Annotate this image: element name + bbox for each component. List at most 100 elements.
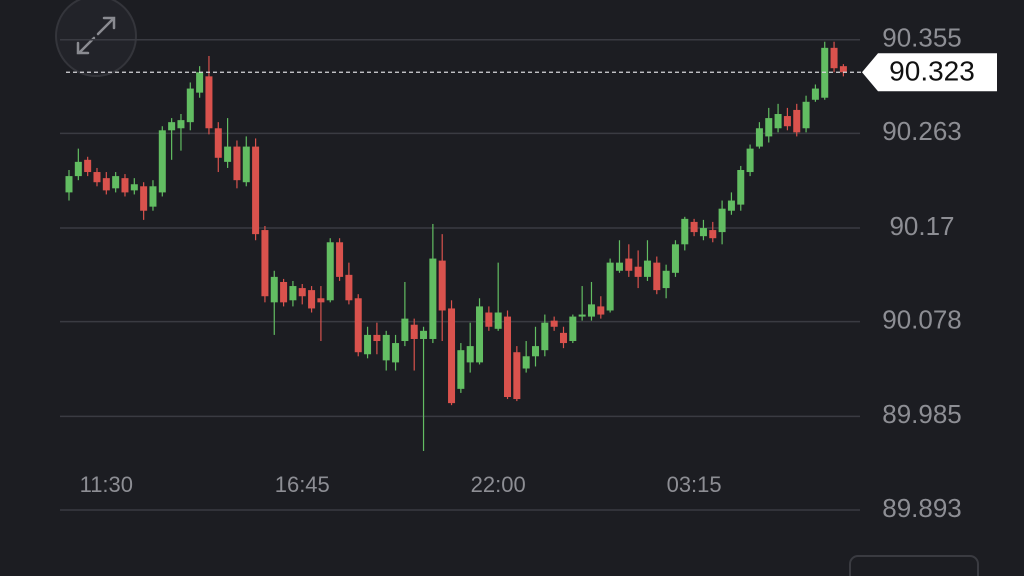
candle-body <box>261 230 269 297</box>
candle-body <box>177 120 185 129</box>
candle-body <box>438 260 446 311</box>
candle-body <box>634 266 642 277</box>
grid <box>60 38 860 511</box>
candle-body <box>420 330 428 339</box>
candle-body <box>597 306 605 315</box>
candle-body <box>830 47 838 69</box>
candle-body <box>130 184 138 191</box>
candle-body <box>149 186 157 207</box>
candle-body <box>485 312 493 327</box>
candle-body <box>112 176 120 189</box>
last-price-box <box>862 53 997 92</box>
candle-body <box>625 258 633 271</box>
candle-body <box>681 218 689 245</box>
candle-body <box>429 258 437 339</box>
candle-body <box>569 316 577 342</box>
candle-body <box>354 298 362 353</box>
candle-body <box>186 88 194 123</box>
candle-body <box>765 118 773 137</box>
y-tick-label: 90.078 <box>882 305 962 335</box>
candle-body <box>448 308 456 404</box>
candle-body <box>699 228 707 237</box>
candle-body <box>298 288 306 297</box>
candle-body <box>233 146 241 181</box>
candle-body <box>839 66 847 73</box>
x-tick-label: 03:15 <box>667 472 722 497</box>
candle-body <box>653 262 661 291</box>
candle-body <box>476 306 484 363</box>
candle-body <box>793 109 801 133</box>
candle-body <box>466 346 474 363</box>
candle-body <box>214 128 222 158</box>
candle-body <box>308 290 316 309</box>
candle-body <box>513 352 521 400</box>
candle-body <box>522 356 530 369</box>
y-tick-label: 89.893 <box>882 493 962 523</box>
candle-body <box>615 262 623 271</box>
candle-body <box>690 221 698 233</box>
candle-body <box>550 320 558 327</box>
candle-body <box>774 114 782 129</box>
candle-body <box>289 286 297 301</box>
candle-body <box>559 332 567 344</box>
bottom-button[interactable] <box>849 555 979 576</box>
candle-body <box>587 304 595 317</box>
expand-button[interactable] <box>55 0 137 77</box>
axis-labels: 90.355 90.263 90.17 90.078 89.985 89.893 11:30… <box>80 23 997 523</box>
candle-body <box>84 159 92 173</box>
candle-body <box>709 230 717 239</box>
candle-body <box>671 244 679 273</box>
candle-body <box>280 281 288 303</box>
candle-body <box>102 178 110 191</box>
expand-icon <box>76 16 116 55</box>
x-tick-label: 11:30 <box>80 472 133 497</box>
candle-body <box>205 76 213 129</box>
candle-body <box>364 334 372 355</box>
candle-body <box>457 350 465 389</box>
y-tick-label: 90.355 <box>882 23 962 53</box>
candle-body <box>382 334 390 361</box>
candle-body <box>196 72 204 93</box>
candle-body <box>532 346 539 357</box>
candle-body <box>121 178 129 193</box>
x-tick-label: 16:45 <box>275 472 330 497</box>
candle-body <box>158 130 166 193</box>
last-price-label: 90.323 <box>889 56 975 87</box>
candle-body <box>252 146 260 235</box>
y-tick-label: 89.985 <box>882 399 962 429</box>
candle-body <box>802 101 810 129</box>
candle-body <box>392 343 400 363</box>
candle-body <box>727 200 735 211</box>
candle-body <box>168 122 176 131</box>
candle-body <box>737 170 745 205</box>
candle-body <box>140 186 148 211</box>
candle-body <box>541 322 549 351</box>
candle-body <box>74 161 82 177</box>
candle-body <box>504 316 512 398</box>
candle-body <box>373 334 381 342</box>
expand-button-circle <box>55 0 137 77</box>
y-tick-label: 90.17 <box>889 211 954 241</box>
candle-body <box>494 312 502 329</box>
candle-body <box>662 270 670 289</box>
candle-body <box>606 262 614 311</box>
candle-body <box>65 176 73 193</box>
candle-body <box>93 172 101 183</box>
plot-area <box>65 41 862 451</box>
y-tick-label: 90.263 <box>882 116 962 146</box>
candle-body <box>336 242 344 277</box>
candle-body <box>242 146 250 183</box>
candle-body <box>224 146 232 162</box>
candle-body <box>746 148 754 173</box>
candle-body <box>783 116 791 127</box>
candle-body <box>643 260 651 277</box>
candle-body <box>410 324 418 339</box>
candle-body <box>326 242 334 301</box>
candle-body <box>578 314 586 317</box>
x-tick-label: 22:00 <box>471 472 526 497</box>
candle-body <box>755 128 763 147</box>
candle-body <box>718 208 726 233</box>
